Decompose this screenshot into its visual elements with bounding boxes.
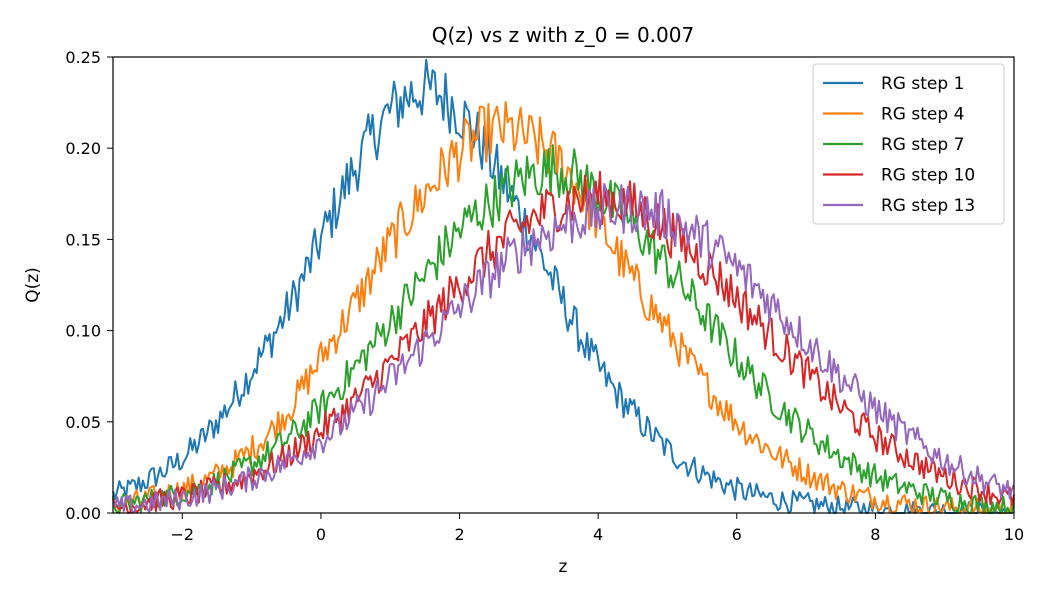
legend-label: RG step 1 [881,74,964,94]
legend: RG step 1 RG step 4 RG step 7 RG step 10 RG … [812,63,1005,225]
y-tick-label: 0.15 [65,230,101,249]
x-tick-label: 0 [316,525,326,544]
series-line-3 [112,144,1015,514]
x-tick-label: −2 [171,525,195,544]
y-tick-label: 0.20 [65,139,101,158]
y-tick-label: 0.05 [65,413,101,432]
plot-frame [112,56,1015,514]
x-tick-label: 2 [454,525,464,544]
series-lines [112,58,1015,514]
axis-ticks: −2 0 2 4 6 8 10 0.00 0.05 0.10 0.15 0.20 0.25 [65,48,1024,544]
legend-box [812,63,1005,225]
legend-label: RG step 7 [881,135,964,155]
legend-label: RG step 4 [881,105,964,125]
x-tick-label: 4 [593,525,603,544]
chart-title: Q(z) vs z with z_0 = 0.007 [432,23,694,47]
series-line-5 [112,183,1015,514]
legend-label: RG step 10 [881,166,975,186]
legend-label: RG step 13 [881,196,975,216]
x-tick-label: 10 [1004,525,1024,544]
x-tick-label: 6 [732,525,742,544]
x-tick-label: 8 [870,525,880,544]
series-line-4 [112,170,1015,514]
series-line-1 [112,58,1015,514]
y-tick-label: 0.00 [65,504,101,523]
y-tick-label: 0.10 [65,322,101,341]
x-axis-label: z [559,557,568,577]
y-axis-label: Q(z) [23,267,43,303]
y-tick-label: 0.25 [65,48,101,67]
